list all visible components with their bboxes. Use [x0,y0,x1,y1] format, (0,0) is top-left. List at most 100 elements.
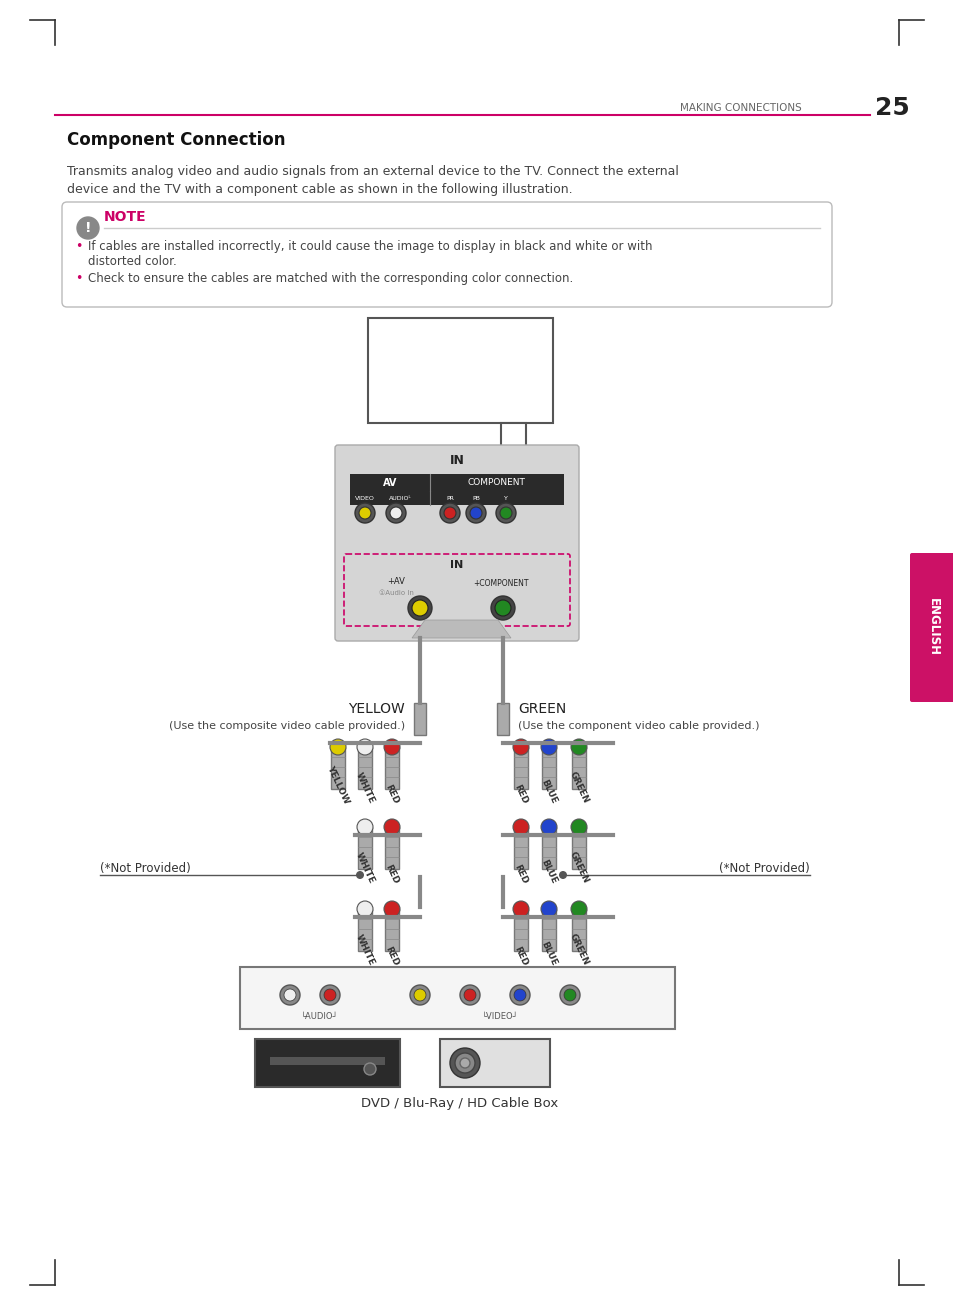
Circle shape [540,900,557,917]
Bar [541,827,556,869]
Text: Transmits analog video and audio signals from an external device to the TV. Conn: Transmits analog video and audio signals… [67,164,679,177]
Bar [368,318,553,423]
Circle shape [355,502,375,523]
Circle shape [355,870,364,880]
Bar [240,967,675,1030]
Text: YELLOW: YELLOW [325,763,351,805]
Text: •: • [75,271,82,284]
Circle shape [439,502,459,523]
Text: RED: RED [512,783,529,805]
Circle shape [324,989,335,1001]
Text: !: ! [85,221,91,235]
Circle shape [356,900,373,917]
Circle shape [459,1058,470,1067]
Text: GREEN: GREEN [567,851,590,885]
Bar [350,491,563,505]
Bar [350,474,563,491]
Text: COMPONENT: COMPONENT [467,478,524,487]
Circle shape [358,508,371,519]
Text: Component Connection: Component Connection [67,130,285,149]
Circle shape [513,739,529,756]
Text: WHITE: WHITE [354,771,375,805]
Circle shape [384,900,399,917]
Text: NOTE: NOTE [104,210,147,224]
Circle shape [465,502,485,523]
Bar [500,423,525,452]
Circle shape [356,739,373,756]
Circle shape [514,989,525,1001]
Text: (Use the component video cable provided.): (Use the component video cable provided.… [517,720,759,731]
Circle shape [386,502,406,523]
Text: IN: IN [449,454,464,467]
Text: DVD / Blu-Ray / HD Cable Box: DVD / Blu-Ray / HD Cable Box [361,1098,558,1111]
Circle shape [356,820,373,835]
Text: IN: IN [450,560,463,570]
Text: WHITE: WHITE [354,933,375,967]
Text: GREEN: GREEN [567,932,590,967]
Bar [385,910,398,951]
Text: WHITE: WHITE [354,851,375,885]
Text: └AUDIO┘: └AUDIO┘ [301,1011,338,1021]
Circle shape [459,985,479,1005]
Text: AUDIOᴸ: AUDIOᴸ [388,496,411,501]
Text: +AV: +AV [387,577,404,586]
Text: YELLOW: YELLOW [348,702,405,716]
Bar [572,746,585,790]
Circle shape [412,600,428,616]
Circle shape [513,820,529,835]
Text: (*Not Provided): (*Not Provided) [719,863,809,874]
Circle shape [571,820,586,835]
Circle shape [410,985,430,1005]
Text: PB: PB [472,496,479,501]
Circle shape [364,1064,375,1075]
Text: RED: RED [383,863,400,885]
Circle shape [540,739,557,756]
Circle shape [284,989,295,1001]
Bar [357,746,372,790]
Bar [357,910,372,951]
Text: (*Not Provided): (*Not Provided) [100,863,191,874]
Bar [414,703,426,735]
Circle shape [571,900,586,917]
Bar [385,827,398,869]
Bar [514,910,527,951]
Text: BLUE: BLUE [538,857,558,885]
Text: If cables are installed incorrectly, it could cause the image to display in blac: If cables are installed incorrectly, it … [88,240,652,253]
Text: Y: Y [503,496,507,501]
Circle shape [384,820,399,835]
Circle shape [540,820,557,835]
Text: PR: PR [446,496,454,501]
Text: GREEN: GREEN [567,770,590,805]
Text: VIDEO: VIDEO [355,496,375,501]
Bar [541,910,556,951]
Bar [254,1039,399,1087]
Circle shape [558,870,566,880]
Bar [572,910,585,951]
Bar [385,746,398,790]
FancyBboxPatch shape [344,555,569,626]
Circle shape [77,217,99,239]
Circle shape [463,989,476,1001]
Bar [270,1057,385,1065]
Bar [514,746,527,790]
FancyBboxPatch shape [335,445,578,641]
Bar [331,746,345,790]
Circle shape [408,596,432,620]
Text: distorted color.: distorted color. [88,254,176,268]
Circle shape [495,600,511,616]
Bar [439,1039,550,1087]
FancyBboxPatch shape [62,202,831,307]
Text: RED: RED [383,783,400,805]
Circle shape [513,900,529,917]
Circle shape [559,985,579,1005]
Text: +COMPONENT: +COMPONENT [473,579,528,589]
Text: •: • [75,240,82,253]
Text: AV: AV [382,478,396,488]
Bar [572,827,585,869]
Text: RED: RED [512,945,529,967]
Text: └VIDEO┘: └VIDEO┘ [481,1011,517,1021]
Text: (Use the composite video cable provided.): (Use the composite video cable provided.… [169,720,405,731]
Text: ENGLISH: ENGLISH [925,598,939,656]
Bar [357,827,372,869]
Circle shape [563,989,576,1001]
